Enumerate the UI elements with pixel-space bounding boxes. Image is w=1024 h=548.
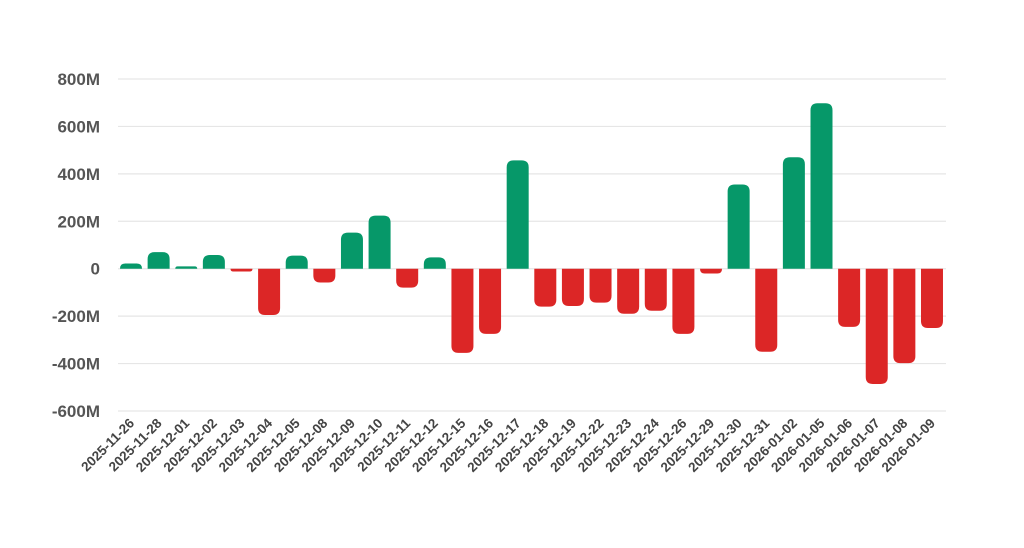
bar-2025-11-28 bbox=[147, 252, 170, 269]
bar-2026-01-05 bbox=[810, 103, 833, 269]
bars bbox=[120, 103, 943, 384]
bar-2025-12-04 bbox=[258, 268, 281, 315]
bar-2025-12-22 bbox=[589, 268, 612, 303]
bar-2025-12-23 bbox=[617, 268, 640, 314]
bar-2026-01-08 bbox=[893, 268, 916, 364]
bar-2025-12-12 bbox=[423, 257, 446, 269]
bar-2025-11-26 bbox=[120, 263, 142, 269]
bar-2026-01-09 bbox=[920, 268, 943, 328]
y-tick-label: -200M bbox=[52, 307, 100, 326]
bar-2025-12-18 bbox=[534, 268, 557, 307]
y-axis-ticks: 800M 600M 400M 200M 0 -200M -400M -600M bbox=[52, 70, 100, 421]
y-tick-label: 400M bbox=[57, 165, 100, 184]
bar-2025-12-03 bbox=[230, 268, 253, 272]
bar-2025-12-17 bbox=[506, 160, 529, 269]
y-tick-label: 200M bbox=[57, 212, 100, 231]
bar-2025-12-09 bbox=[340, 232, 363, 269]
bar-2025-12-15 bbox=[451, 268, 474, 353]
bar-2025-12-26 bbox=[672, 268, 695, 334]
bar-2026-01-02 bbox=[782, 157, 805, 269]
bar-2025-12-10 bbox=[368, 215, 391, 269]
y-tick-label: 0 bbox=[91, 260, 100, 279]
bar-2025-12-02 bbox=[202, 254, 225, 269]
bar-2025-12-11 bbox=[396, 268, 419, 288]
bar-2025-12-16 bbox=[479, 268, 502, 334]
bar-2025-12-31 bbox=[755, 268, 778, 352]
x-axis-ticks: 2025-11-262025-11-282025-12-012025-12-02… bbox=[78, 415, 938, 475]
gridlines bbox=[118, 78, 946, 412]
bar-2025-12-08 bbox=[313, 268, 336, 283]
y-tick-label: -400M bbox=[52, 355, 100, 374]
y-tick-label: 800M bbox=[57, 70, 100, 89]
bar-2026-01-06 bbox=[838, 268, 861, 327]
bar-2025-12-05 bbox=[285, 255, 308, 269]
y-tick-label: 600M bbox=[57, 117, 100, 136]
bar-2025-12-30 bbox=[727, 184, 750, 269]
bar-2025-12-24 bbox=[644, 268, 667, 311]
y-tick-label: -600M bbox=[52, 402, 100, 421]
bar-2025-12-19 bbox=[561, 268, 584, 306]
bar-2025-12-01 bbox=[175, 266, 198, 269]
bar-2025-12-29 bbox=[700, 268, 723, 274]
bar-2026-01-07 bbox=[865, 268, 888, 384]
